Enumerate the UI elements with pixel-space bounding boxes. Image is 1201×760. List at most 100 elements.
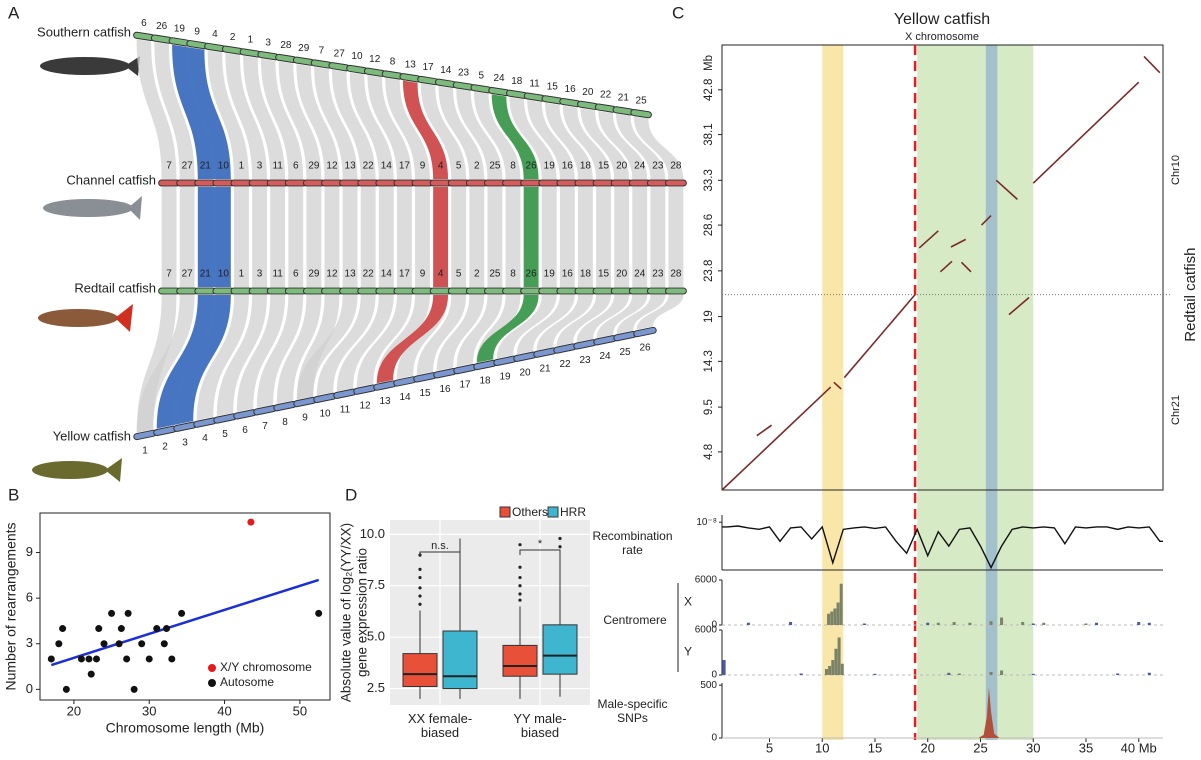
centromere-bar: [789, 622, 793, 625]
outlier: [518, 575, 522, 580]
plot-frame: [39, 512, 331, 701]
chromosome-fill: [514, 352, 536, 361]
chromosome-fill: [418, 76, 438, 85]
chromosome-label: Chr10: [1170, 155, 1182, 185]
y-unit: Mb: [703, 55, 715, 71]
alignment-segment: [843, 294, 916, 379]
synteny-ribbon: [288, 187, 304, 287]
synteny-ribbon: [179, 187, 195, 287]
chromosome-label: 8: [510, 161, 516, 172]
chromosome-label: 27: [182, 161, 194, 172]
chromosome-fill: [311, 60, 332, 68]
chromosome-label: 22: [363, 161, 375, 172]
centromere-bar: [947, 673, 951, 675]
chromosome-fill: [293, 57, 314, 65]
synteny-ribbon: [172, 44, 231, 179]
y-axis-label: gene expression ratio: [355, 548, 370, 677]
chromosome-fill: [542, 96, 563, 104]
synteny-ribbon: [516, 295, 575, 355]
chromosome-label: 3: [257, 161, 263, 172]
chromosome-label: 11: [340, 404, 351, 415]
chromosome-fill: [234, 410, 256, 419]
synteny-ribbon: [376, 295, 449, 384]
centromere-bar: [957, 673, 961, 675]
chromosome-fill: [595, 104, 616, 112]
chromosome-fill: [631, 109, 651, 118]
synteny-ribbon: [367, 75, 412, 179]
chromosome-label: 2: [230, 32, 236, 43]
centromere-bar: [1095, 622, 1099, 625]
chromosome-label: 15: [547, 81, 559, 92]
x-tick-label: 15: [868, 740, 882, 755]
synteny-ribbon: [576, 295, 630, 343]
centromere-bar: [1031, 623, 1035, 625]
chromosome-label: 9: [302, 413, 308, 424]
genome-name: Yellow catfish: [53, 428, 131, 443]
y-tick-label: 0: [711, 620, 717, 631]
chromosome-fill: [560, 98, 580, 107]
chromosome-label: 22: [600, 90, 612, 101]
scatter-point: [130, 685, 138, 693]
chromosome-label: 17: [399, 161, 411, 172]
synteny-ribbon: [596, 295, 648, 338]
x-axis-label: Chromosome length (Mb): [106, 720, 265, 736]
alignment-segment: [833, 381, 842, 390]
chromosome-label: 13: [379, 396, 391, 407]
alignment-segment: [1032, 81, 1140, 184]
chromosome-label: 22: [559, 359, 571, 370]
centromere-bar: [1042, 622, 1046, 625]
chromosome-label: 18: [580, 161, 592, 172]
centromere-bar: [1137, 622, 1141, 625]
y-tick-label: 38.1: [703, 123, 715, 145]
x-tick-label: 20: [67, 703, 81, 718]
significance-label: n.s.: [431, 540, 449, 552]
fish-icons: [32, 56, 142, 482]
track-label: Y: [684, 645, 692, 659]
chromosome-label: 4: [438, 269, 444, 280]
chromosome-label: 25: [489, 161, 501, 172]
y-tick-label: 7.5: [367, 577, 385, 592]
synteny-ribbon: [349, 72, 394, 179]
chromosome-label: 9: [194, 26, 200, 37]
chromosome-label: 28: [670, 161, 682, 172]
outlier: [518, 592, 522, 596]
synteny-ribbon: [536, 295, 593, 351]
synteny-ribbon: [523, 187, 539, 287]
centromere-bar: [824, 669, 828, 675]
chromosome-label: 26: [526, 269, 538, 280]
centromere-bar: [1031, 673, 1035, 675]
chromosome-fill: [494, 356, 516, 366]
synteny-ribbon: [438, 86, 485, 179]
scatter-point: [55, 640, 63, 648]
scatter-point: [47, 655, 55, 663]
synteny-ribbon: [260, 58, 304, 179]
synteny-ribbon: [136, 39, 177, 179]
y-tick-label: 6000: [695, 575, 718, 586]
synteny-ribbon: [378, 187, 394, 287]
centromere-bar: [1147, 672, 1151, 675]
synteny-ribbon: [580, 108, 630, 179]
chromosome-fill: [254, 406, 276, 415]
y-tick-label: 2.5: [367, 680, 385, 695]
fish-icon: [40, 57, 130, 75]
x-tick-label: 30: [1026, 740, 1040, 755]
synteny-ribbon: [385, 77, 430, 179]
synteny-ribbon: [252, 187, 267, 287]
chromosome-label: 14: [381, 161, 393, 172]
synteny-ribbon: [541, 187, 557, 287]
centromere-bar: [837, 637, 841, 675]
y-axis-label: Redtail catfish: [1182, 248, 1199, 342]
chromosome-fill: [435, 79, 456, 87]
outlier: [518, 584, 522, 588]
highlight-region: [985, 45, 998, 740]
chromosome-label: 29: [298, 43, 310, 54]
chromosome-label: 21: [539, 363, 551, 374]
x-tick-label: 5: [766, 740, 773, 755]
synteny-ribbon: [316, 295, 376, 396]
alignment-segment: [1143, 55, 1161, 74]
centromere-bar: [830, 611, 834, 625]
chromosome-label: 12: [326, 161, 338, 172]
chromosome-label: 10: [218, 161, 230, 172]
y-tick-label: 0: [711, 670, 717, 681]
chromosome-label: 20: [616, 269, 628, 280]
